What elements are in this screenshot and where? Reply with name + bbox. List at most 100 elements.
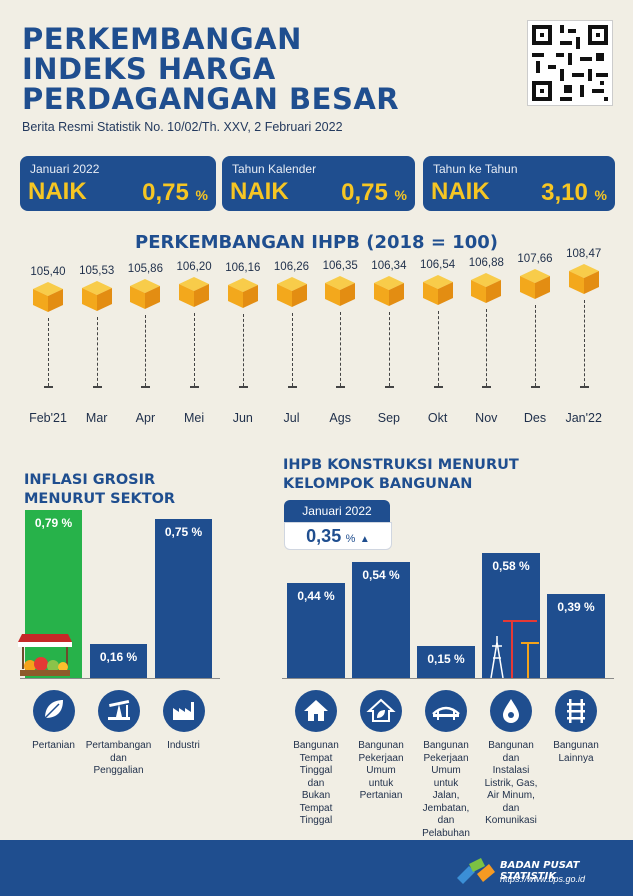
bar-label: 0,39 % — [557, 600, 595, 614]
card-value: 0,75 % — [341, 179, 407, 206]
card-value: 0,75 % — [142, 179, 208, 206]
card-label: Januari 2022 — [30, 162, 100, 176]
cube-icon — [226, 276, 260, 310]
subtitle: Berita Resmi Statistik No. 10/02/Th. XXV… — [22, 120, 343, 134]
ihpb-stem — [388, 312, 390, 386]
bar-label: 0,79 % — [34, 516, 73, 530]
bar-caption: Bangunan Pekerjaan Umum untuk Jalan, Jembatan… — [410, 740, 482, 840]
ihpb-stem — [437, 311, 439, 386]
leaf-icon — [32, 690, 75, 732]
ihpb-month: Jun — [232, 411, 253, 425]
bar — [352, 562, 410, 678]
bar-label: 0,58 % — [492, 559, 530, 573]
card-label: Tahun Kalender — [232, 162, 317, 176]
ihpb-tick — [238, 386, 248, 388]
ihpb-tick — [433, 386, 443, 388]
card-tahun-ke-tahun: Tahun ke Tahun NAIK 3,10 % — [423, 156, 615, 211]
ihpb-point: 106,16 — [220, 262, 266, 310]
caption-line: Bangunan — [358, 740, 404, 751]
title-line-1: PERKEMBANGAN — [22, 22, 302, 56]
ihpb-value: 105,40 — [30, 266, 66, 278]
house-leaf-icon — [360, 690, 402, 732]
caption-line: Pelabuhan — [422, 827, 470, 839]
ihpb-stem — [291, 312, 293, 386]
konstruksi-badge-label: Januari 2022 — [284, 500, 390, 522]
ihpb-value: 105,53 — [79, 265, 115, 278]
ihpb-month: Mei — [184, 411, 205, 425]
bar — [25, 510, 82, 678]
ihpb-stem — [535, 304, 536, 386]
ihpb-stem — [486, 309, 488, 386]
ihpb-stem — [340, 312, 342, 386]
ihpb-value: 106,88 — [468, 257, 504, 270]
caption-line: untuk — [433, 777, 459, 789]
ihpb-value: 106,16 — [225, 261, 261, 274]
card-direction: NAIK — [28, 178, 87, 205]
card-januari: Januari 2022 NAIK 0,75 % — [20, 156, 216, 211]
bps-name: BADAN PUSAT STATISTIK — [500, 860, 580, 882]
ihpb-value: 108,47 — [566, 248, 602, 260]
cube-icon — [469, 271, 503, 305]
baseline — [20, 678, 220, 679]
caption-line: Instalasi — [492, 765, 530, 776]
ihpb-tick — [336, 386, 346, 388]
card-label: Tahun ke Tahun — [433, 162, 518, 176]
bar-caption: Bangunan Pekerjaan Umum untuk Pertanian — [345, 740, 417, 803]
cube-icon — [372, 274, 406, 308]
caption-line: Tinggal — [299, 765, 333, 776]
card-tahun-kalender: Tahun Kalender NAIK 0,75 % — [222, 156, 415, 211]
ihpb-point: 106,35 — [317, 260, 363, 308]
ihpb-tick — [92, 386, 102, 388]
ihpb-tick — [44, 386, 53, 388]
konstruksi-title: IHPB KONSTRUKSI MENURUT KELOMPOK BANGUNA… — [283, 457, 519, 492]
ihpb-value: 107,66 — [517, 252, 553, 265]
cube-icon — [323, 274, 357, 308]
caption-line: dan — [307, 777, 325, 789]
card-direction: NAIK — [431, 178, 490, 205]
bps-url: https://www.bps.go.id — [500, 874, 586, 884]
ihpb-value: 106,54 — [420, 259, 456, 272]
caption-line: Umum — [431, 765, 461, 776]
cube-icon — [128, 277, 162, 311]
caption-line: Industri — [167, 740, 200, 751]
bar — [155, 519, 212, 678]
caption-line: Umum — [366, 765, 396, 776]
caption-line: Listrik, Gas, — [484, 777, 538, 789]
ihpb-tick — [190, 386, 200, 388]
ihpb-month: Ags — [329, 411, 351, 425]
rail-icon — [555, 690, 597, 732]
cube-icon — [275, 275, 309, 309]
bar-label: 0,15 % — [427, 652, 465, 666]
oil-pump-icon — [97, 690, 140, 732]
sektor-title: INFLASI GROSIR MENURUT SEKTOR — [24, 472, 176, 507]
bar-caption: Bangunan dan Instalasi Listrik, Gas, Air Min… — [475, 740, 547, 828]
bridge-icon — [425, 690, 467, 732]
ihpb-point: 106,26 — [269, 261, 315, 309]
qr-code — [527, 20, 613, 106]
bar — [287, 583, 345, 678]
bar — [547, 594, 605, 678]
ihpb-point: 106,54 — [415, 259, 461, 307]
title-line-3: PERDAGANGAN BESAR — [22, 82, 400, 116]
ihpb-month: Feb'21 — [29, 411, 67, 425]
ihpb-tick — [141, 386, 151, 388]
factory-icon — [162, 690, 205, 732]
cube-icon — [518, 267, 552, 301]
bar-label: 0,16 % — [99, 650, 138, 664]
ihpb-tick — [531, 386, 540, 388]
ihpb-point: 105,53 — [74, 265, 120, 313]
caption-line: Bangunan — [423, 740, 469, 751]
title-line-2: INDEKS HARGA — [22, 52, 276, 86]
caption-line: Pekerjaan — [423, 752, 469, 764]
ihpb-point: 105,40 — [25, 266, 71, 314]
caption-line: untuk — [368, 777, 394, 789]
ihpb-tick — [579, 386, 589, 388]
baseline — [282, 678, 614, 679]
ihpb-stem — [96, 317, 98, 386]
ihpb-stem — [48, 318, 49, 386]
ihpb-stem — [194, 313, 196, 386]
caption-line: dan — [502, 802, 520, 814]
bar-caption: Industri — [148, 740, 220, 753]
caption-line: Bukan — [301, 790, 331, 801]
caption-line: Air Minum, — [487, 790, 535, 801]
